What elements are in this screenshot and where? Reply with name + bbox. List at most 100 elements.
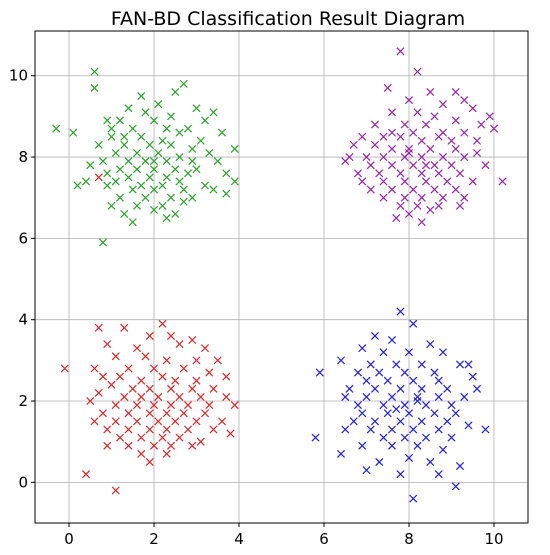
data-point	[230, 177, 239, 186]
data-point	[166, 193, 176, 202]
data-point	[353, 368, 363, 377]
data-point	[222, 392, 231, 401]
data-point	[392, 405, 401, 414]
y-tick-label: 6	[18, 229, 28, 247]
data-point	[396, 417, 405, 426]
data-point	[426, 144, 435, 153]
data-point	[149, 205, 159, 214]
data-point	[379, 132, 388, 141]
data-point	[183, 169, 193, 178]
data-point	[387, 128, 397, 137]
data-point	[438, 193, 448, 202]
data-point	[413, 396, 422, 406]
data-point	[132, 344, 142, 353]
data-point	[145, 173, 154, 182]
data-point	[205, 368, 214, 377]
data-point	[392, 360, 401, 369]
data-point	[498, 177, 507, 186]
data-point	[149, 116, 159, 125]
data-point	[362, 466, 371, 475]
data-point	[98, 238, 108, 247]
data-point	[366, 185, 375, 194]
data-point	[137, 181, 146, 190]
data-point	[447, 136, 456, 145]
data-point	[404, 348, 414, 357]
data-point	[375, 368, 384, 377]
data-point	[124, 425, 133, 434]
data-point	[145, 140, 154, 149]
data-point	[162, 425, 171, 434]
data-point	[341, 392, 350, 401]
series-0	[52, 67, 239, 247]
data-point	[460, 392, 469, 401]
data-point	[115, 193, 125, 202]
data-point	[149, 364, 159, 373]
data-point	[137, 92, 146, 101]
data-point	[421, 177, 431, 186]
data-point	[447, 433, 456, 442]
data-point	[417, 384, 426, 393]
data-point	[455, 462, 465, 471]
data-point	[336, 356, 346, 365]
data-point	[230, 401, 239, 410]
data-point	[137, 132, 146, 141]
data-point	[69, 128, 78, 137]
data-point	[396, 132, 405, 141]
data-point	[171, 165, 180, 174]
data-point	[464, 421, 473, 430]
data-point	[196, 437, 205, 446]
data-point	[468, 104, 477, 113]
data-point	[400, 433, 409, 442]
data-point	[90, 67, 99, 76]
data-point	[426, 457, 435, 467]
data-point	[468, 372, 477, 381]
data-point	[383, 376, 392, 385]
data-point	[387, 161, 397, 170]
data-point	[145, 425, 154, 434]
data-point	[417, 218, 426, 227]
data-point	[383, 83, 392, 92]
data-point	[162, 157, 171, 166]
data-point	[404, 409, 414, 418]
data-point	[430, 161, 439, 170]
data-point	[166, 331, 176, 340]
data-point	[209, 384, 218, 393]
data-point	[396, 307, 405, 316]
data-point	[188, 157, 197, 166]
data-point	[111, 352, 120, 361]
data-point	[166, 384, 176, 393]
data-point	[370, 331, 380, 340]
data-point	[421, 401, 431, 410]
data-point	[162, 173, 171, 182]
data-point	[451, 87, 460, 97]
data-point	[434, 132, 443, 141]
data-point	[430, 409, 439, 418]
data-point	[192, 356, 201, 365]
y-tick-label: 0	[18, 473, 28, 491]
data-point	[141, 108, 150, 117]
data-point	[447, 161, 456, 170]
data-point	[421, 120, 431, 129]
data-point	[400, 368, 409, 377]
data-point	[455, 360, 465, 369]
data-point	[358, 441, 367, 450]
data-point	[230, 144, 239, 153]
data-point	[481, 161, 490, 170]
y-axis-ticks: 0 2 4 6 8 10	[9, 67, 35, 491]
data-point	[111, 148, 120, 158]
data-point	[387, 108, 397, 117]
data-point	[413, 441, 422, 450]
data-point	[132, 417, 142, 426]
data-point	[434, 201, 443, 210]
data-point	[183, 124, 193, 133]
data-point	[158, 319, 167, 328]
data-point	[404, 209, 414, 218]
data-point	[396, 201, 405, 210]
data-point	[404, 96, 414, 105]
data-point	[128, 185, 137, 194]
data-point	[103, 441, 112, 450]
data-point	[315, 368, 324, 377]
data-point	[158, 181, 167, 190]
data-point	[154, 100, 163, 109]
data-point	[162, 409, 171, 418]
